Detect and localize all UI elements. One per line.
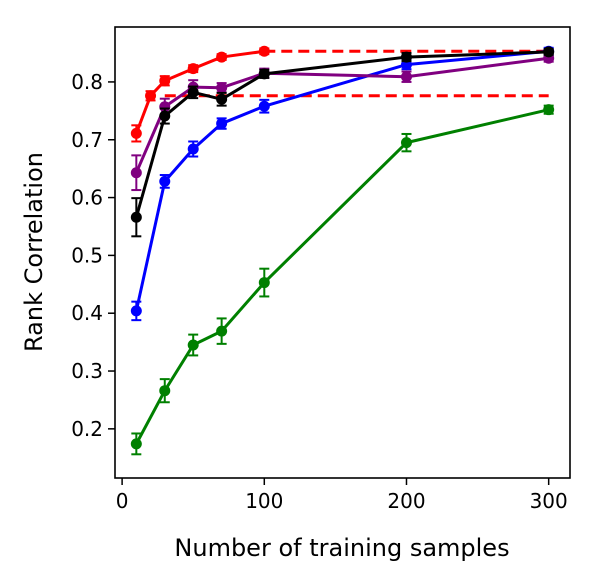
y-tick-label-2: 0.4 — [71, 301, 103, 325]
y-tick-label-3: 0.5 — [71, 243, 103, 267]
plot-frame — [114, 26, 571, 479]
series-4-line — [134, 49, 265, 134]
series-2-point-0 — [130, 167, 142, 179]
series-4 — [130, 45, 270, 143]
x-tick-label-3: 300 — [530, 489, 568, 513]
series-1-point-1 — [159, 175, 171, 187]
series-0-point-0 — [130, 438, 142, 450]
series-2-point-5 — [400, 71, 412, 83]
series-0-point-1 — [159, 385, 171, 397]
y-tick-label-1: 0.3 — [71, 359, 103, 383]
series-3-point-5 — [400, 51, 412, 63]
x-tick-label-0: 0 — [116, 489, 129, 513]
series-layer — [130, 45, 555, 456]
series-1-point-2 — [187, 143, 199, 155]
series-1-point-0 — [130, 305, 142, 317]
series-0-line — [135, 108, 550, 445]
series-4-point-3 — [187, 63, 199, 75]
series-3-point-0 — [130, 211, 142, 223]
series-0-point-4 — [258, 277, 270, 289]
y-axis-label: Rank Correlation — [20, 152, 48, 352]
x-ticks: 0 100 200 300 — [116, 478, 568, 513]
series-1-point-3 — [216, 118, 228, 130]
series-1-point-4 — [258, 100, 270, 112]
series-4-point-1 — [145, 90, 157, 102]
series-4-point-2 — [159, 75, 171, 87]
series-3-point-3 — [216, 93, 228, 105]
series-4-point-5 — [258, 45, 270, 57]
series-0-point-2 — [187, 339, 199, 351]
y-tick-label-5: 0.7 — [71, 128, 103, 152]
series-3-point-2 — [187, 86, 199, 98]
series-0-point-5 — [400, 137, 412, 149]
series-2-point-3 — [216, 82, 228, 94]
series-3-point-6 — [543, 46, 555, 58]
y-tick-label-0: 0.2 — [71, 417, 103, 441]
series-3 — [130, 46, 555, 238]
series-4-point-4 — [216, 51, 228, 63]
series-2-point-1 — [159, 101, 171, 113]
y-ticks: 0.2 0.3 0.4 0.5 0.6 0.7 0.8 — [71, 70, 115, 441]
reference-lines — [164, 49, 549, 98]
series-3-point-1 — [159, 110, 171, 122]
series-0 — [130, 104, 555, 456]
x-tick-label-2: 200 — [387, 489, 425, 513]
series-4-point-0 — [130, 127, 142, 139]
y-tick-label-4: 0.6 — [71, 186, 103, 210]
x-axis-label: Number of training samples — [174, 534, 509, 562]
x-tick-label-1: 100 — [245, 489, 283, 513]
y-tick-label-6: 0.8 — [71, 70, 103, 94]
series-0-point-3 — [216, 325, 228, 337]
series-3-point-4 — [258, 68, 270, 80]
series-0-point-6 — [543, 104, 555, 116]
